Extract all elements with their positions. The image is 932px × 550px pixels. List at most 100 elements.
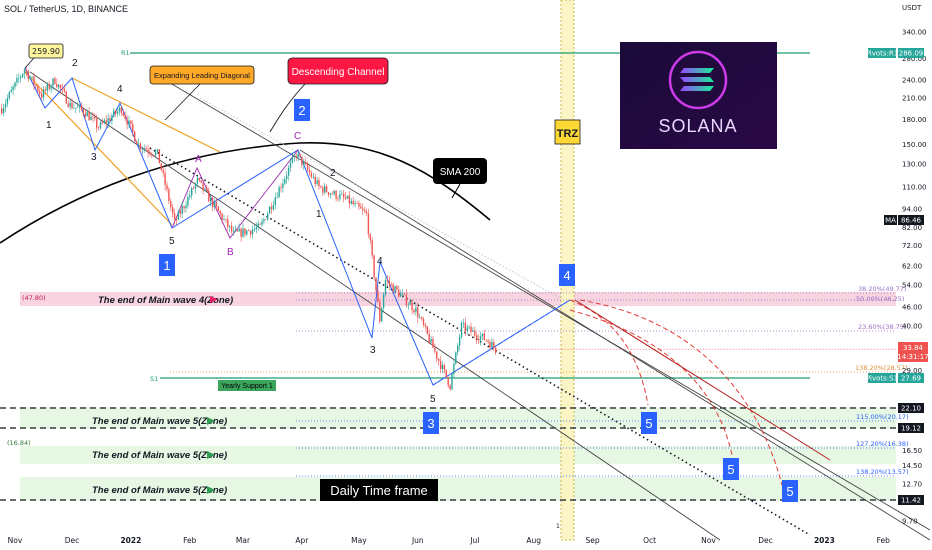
candle-body (417, 307, 419, 318)
candle-body (217, 206, 219, 211)
y-tick-label: 210.00 (902, 95, 927, 103)
candle-body (453, 363, 455, 375)
channel-mid (299, 149, 931, 541)
candle-body (382, 294, 385, 309)
candle-body (35, 84, 37, 87)
r1-label: R1 (121, 49, 130, 57)
top-price-callout: 259.90 (24, 43, 64, 69)
candle-body (73, 107, 75, 109)
candle-body (333, 190, 335, 195)
candle-body (472, 330, 474, 332)
ma-badge: MA 86.46 (884, 215, 924, 225)
candle-body (439, 360, 442, 370)
solana-logo: SOLANA (620, 42, 777, 149)
s1-label: S1 (150, 375, 158, 383)
y-tick-label: 180.00 (902, 116, 927, 124)
candle-body (8, 92, 10, 99)
candle-body (396, 286, 398, 290)
candle-body (392, 284, 394, 292)
candle-body (310, 172, 313, 178)
candle-body (82, 109, 85, 114)
candle-body (52, 78, 54, 86)
candle-body (219, 210, 221, 214)
candle-body (135, 141, 138, 145)
candle-body (348, 195, 351, 204)
trz-label: TRZ (554, 119, 581, 145)
proj-arc-3 (579, 299, 783, 486)
candle-body (189, 195, 191, 198)
sma200-curve (0, 142, 491, 244)
candle-body (291, 157, 294, 163)
candle-body (365, 211, 368, 214)
candle-body (324, 186, 326, 193)
sub-2-label: 2 (330, 168, 336, 179)
x-tick-label: Sep (586, 536, 600, 545)
candle-body (363, 209, 366, 212)
candle-body (474, 330, 476, 336)
candle-body (278, 187, 280, 198)
aux-label: 1 (556, 523, 560, 530)
x-tick-label: Dec (758, 536, 773, 545)
candle-body (175, 218, 178, 220)
candle-body (111, 116, 113, 121)
candle-body (352, 201, 354, 205)
candle-body (238, 228, 240, 232)
y-tick-label: 40.00 (902, 323, 922, 331)
candle-body (308, 169, 311, 173)
candle-body (320, 186, 322, 188)
candle-body (191, 187, 193, 196)
candle-body (206, 188, 208, 191)
current-price-badge: 33.84 14:31:17 (897, 342, 929, 362)
candle-body (210, 197, 212, 202)
svg-text:Pivots:S1: Pivots:S1 (866, 375, 898, 383)
candle-body (113, 110, 115, 117)
candle-body (173, 213, 176, 219)
candle-body (221, 213, 223, 220)
candle-body (168, 189, 170, 202)
candle-body (46, 84, 48, 91)
candle-body (457, 345, 459, 353)
candle-body (343, 194, 345, 198)
candle-body (384, 279, 387, 295)
diagonal-upper (71, 77, 221, 153)
y-tick-label: 14.50 (902, 462, 922, 470)
candle-body (476, 335, 478, 340)
candle-body (88, 112, 90, 121)
candle-body (306, 164, 309, 170)
candle-body (489, 341, 491, 348)
candle-body (141, 148, 143, 150)
candle-body (139, 143, 142, 150)
candle-body (424, 324, 427, 327)
fib-236-label: 23.60%(38.75) (858, 323, 906, 331)
candle-body (381, 308, 383, 322)
candle-body (200, 180, 202, 183)
candle-body (248, 230, 250, 231)
candle-body (331, 193, 333, 195)
fib-1382b-label: 138.20%(13.57) (856, 468, 909, 476)
candle-body (293, 155, 295, 158)
zone-label-165: 16.50 (902, 447, 922, 455)
candle-body (282, 183, 284, 189)
zone-badge-22: 22.10 (898, 403, 924, 413)
candle-body (388, 280, 390, 285)
red-trend (574, 299, 831, 461)
candle-body (58, 84, 60, 88)
wave-5-label: 5 (169, 236, 175, 247)
descending-text: Descending Channel (292, 67, 385, 78)
candle-body (12, 86, 14, 90)
candle-body (27, 71, 29, 80)
candle-body (31, 76, 33, 78)
candle-body (225, 219, 227, 220)
expanding-text: Expanding Leading Diagonal (154, 71, 250, 80)
candle-body (428, 333, 430, 343)
wave5-zone-text-1: The end of Main wave 5(Zone) (92, 416, 227, 427)
candle-body (259, 223, 261, 225)
wave5-zone-arrow-2 (207, 451, 215, 459)
box-1: 1 (159, 254, 175, 276)
wave-4-label: 4 (117, 84, 123, 95)
svg-text:1: 1 (163, 258, 170, 273)
candle-body (59, 84, 62, 89)
candle-body (130, 120, 132, 125)
candle-body (335, 190, 337, 199)
